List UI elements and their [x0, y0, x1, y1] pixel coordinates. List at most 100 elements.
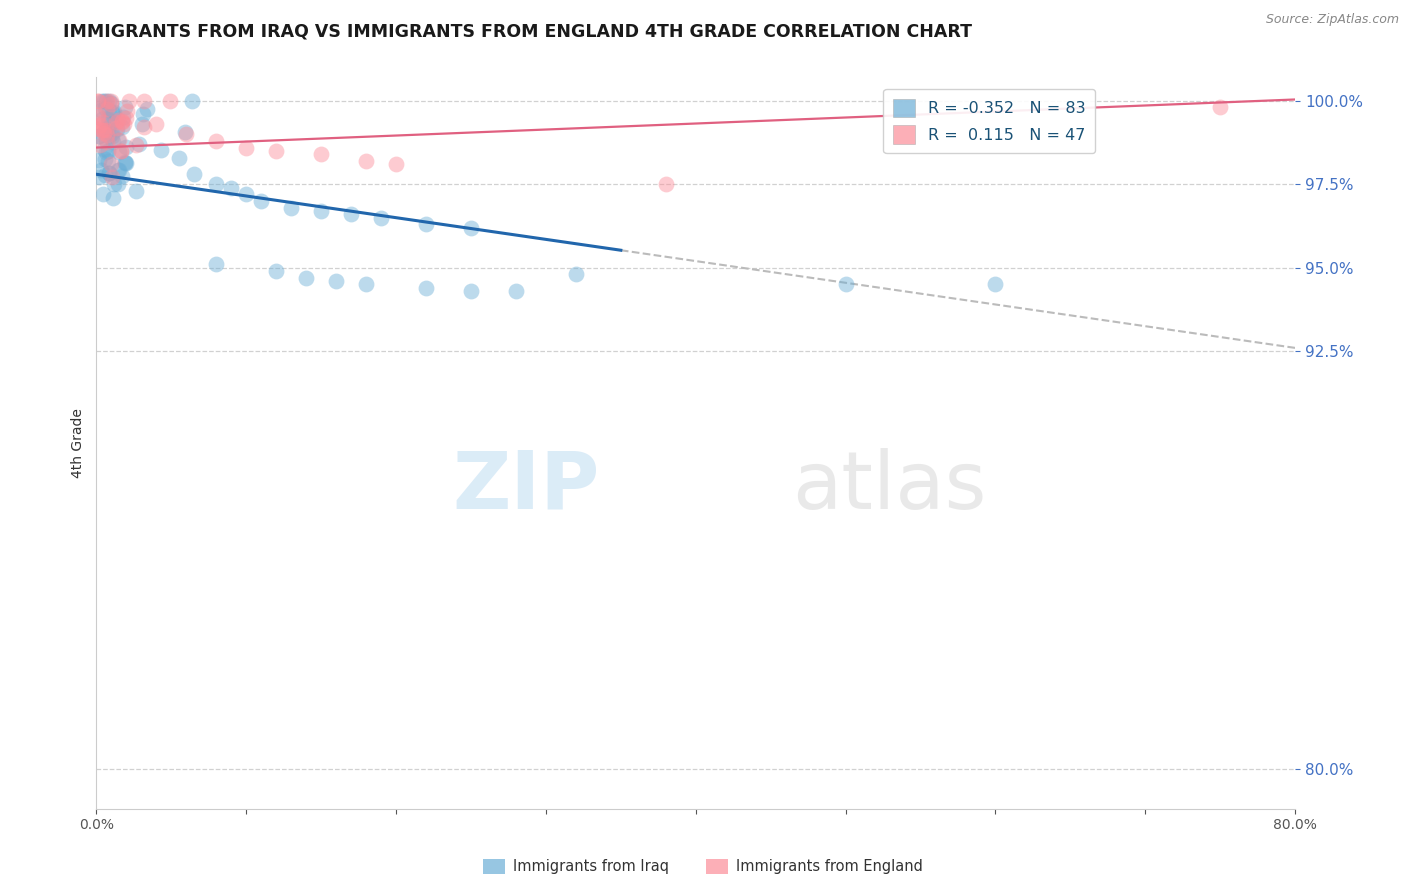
Point	[309, 204, 332, 219]
Point	[235, 140, 257, 154]
Point	[107, 133, 129, 147]
Point	[354, 153, 377, 168]
Point	[340, 207, 363, 221]
Point	[115, 111, 138, 125]
Point	[93, 101, 115, 115]
Point	[110, 145, 132, 159]
Point	[97, 112, 120, 127]
Point	[98, 166, 121, 180]
Point	[91, 115, 114, 129]
Point	[385, 157, 408, 171]
Point	[91, 123, 114, 137]
Point	[655, 178, 678, 192]
Point	[97, 144, 120, 158]
Point	[107, 162, 129, 177]
Y-axis label: 4th Grade: 4th Grade	[72, 409, 86, 478]
Point	[235, 187, 257, 202]
Point	[100, 157, 122, 171]
Point	[112, 110, 135, 124]
Point	[101, 106, 124, 120]
Point	[100, 95, 122, 110]
Point	[87, 108, 110, 122]
Point	[128, 137, 150, 152]
Point	[89, 118, 111, 132]
Text: Source: ZipAtlas.com: Source: ZipAtlas.com	[1265, 13, 1399, 27]
Point	[460, 220, 482, 235]
Point	[100, 94, 122, 108]
Point	[114, 156, 136, 170]
Point	[94, 153, 117, 167]
Point	[98, 166, 121, 180]
Point	[97, 129, 120, 144]
Point	[834, 277, 856, 292]
Point	[87, 94, 110, 108]
Point	[103, 177, 125, 191]
Point	[110, 115, 132, 129]
Point	[132, 107, 155, 121]
Point	[97, 153, 120, 168]
Point	[96, 128, 118, 143]
Point	[132, 94, 155, 108]
Point	[87, 122, 110, 136]
Point	[87, 94, 110, 108]
Point	[167, 151, 190, 165]
Point	[114, 100, 136, 114]
Point	[105, 122, 128, 136]
Point	[96, 94, 118, 108]
Point	[94, 133, 117, 147]
Legend: Immigrants from Iraq, Immigrants from England: Immigrants from Iraq, Immigrants from En…	[477, 853, 929, 880]
Point	[100, 115, 122, 129]
Point	[111, 113, 134, 128]
Point	[94, 168, 117, 182]
Point	[90, 103, 112, 117]
Point	[135, 103, 157, 117]
Point	[90, 163, 112, 178]
Point	[107, 113, 129, 128]
Point	[101, 127, 124, 141]
Point	[565, 268, 588, 282]
Point	[205, 178, 228, 192]
Point	[309, 147, 332, 161]
Point	[93, 142, 115, 156]
Point	[280, 201, 302, 215]
Point	[112, 117, 135, 131]
Point	[96, 136, 118, 150]
Point	[115, 156, 138, 170]
Point	[354, 277, 377, 292]
Point	[111, 169, 134, 184]
Point	[97, 121, 120, 136]
Point	[1209, 101, 1232, 115]
Point	[114, 154, 136, 169]
Point	[108, 145, 131, 159]
Point	[205, 257, 228, 271]
Point	[96, 103, 118, 117]
Point	[87, 110, 110, 124]
Point	[94, 124, 117, 138]
Text: ZIP: ZIP	[453, 448, 600, 526]
Point	[110, 144, 132, 158]
Point	[89, 137, 111, 152]
Point	[180, 94, 202, 108]
Point	[125, 184, 148, 198]
Point	[415, 218, 437, 232]
Point	[89, 129, 111, 144]
Point	[103, 106, 125, 120]
Point	[183, 167, 205, 181]
Point	[250, 194, 273, 208]
Point	[159, 94, 181, 108]
Point	[325, 274, 347, 288]
Point	[101, 135, 124, 149]
Point	[460, 284, 482, 298]
Point	[264, 264, 287, 278]
Point	[87, 170, 110, 185]
Text: atlas: atlas	[792, 448, 986, 526]
Point	[93, 126, 115, 140]
Point	[107, 133, 129, 147]
Point	[118, 94, 141, 108]
Point	[174, 126, 197, 140]
Point	[96, 94, 118, 108]
Point	[107, 162, 129, 177]
Point	[125, 138, 148, 153]
Point	[101, 170, 124, 185]
Point	[505, 284, 527, 298]
